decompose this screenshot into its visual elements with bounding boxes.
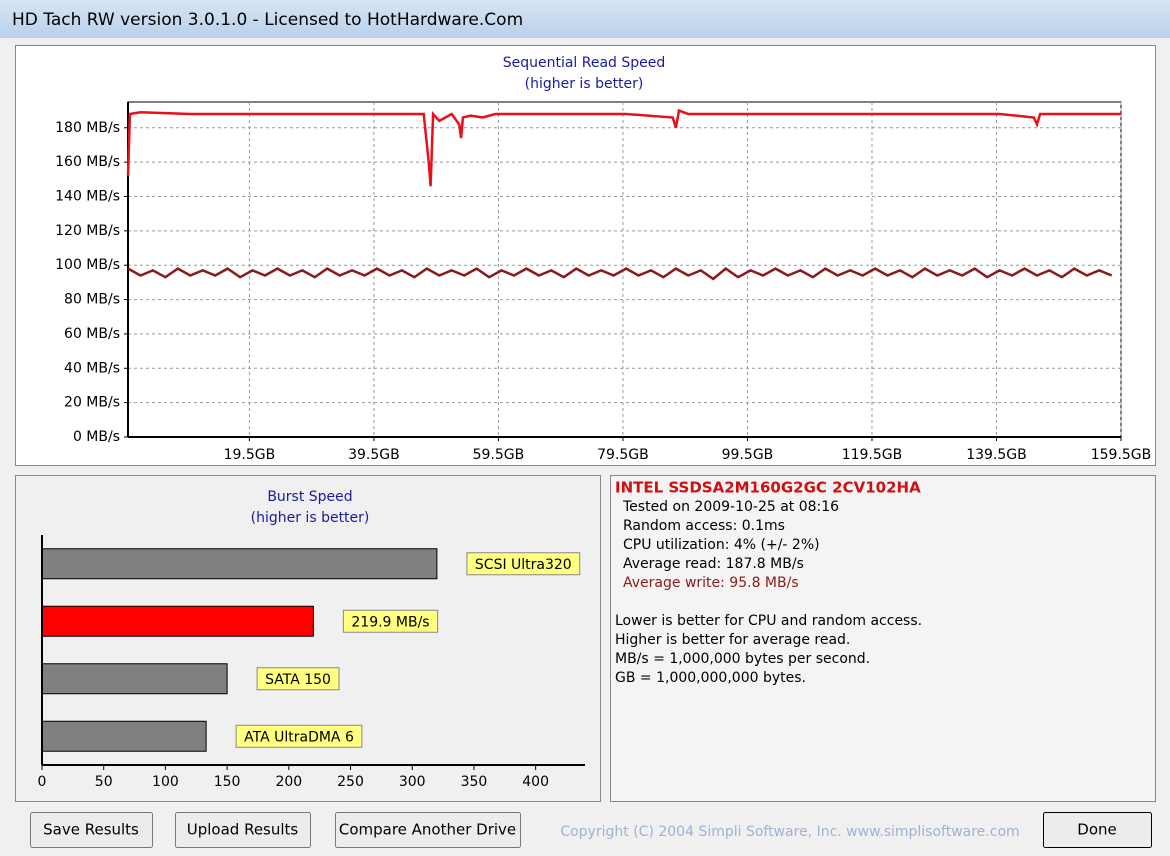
chart-title: Burst Speed <box>267 489 352 505</box>
info-detail: Average write: 95.8 MB/s <box>623 575 799 591</box>
button-face <box>1043 812 1152 848</box>
x-tick-label: 139.5GB <box>966 447 1027 463</box>
window-title: HD Tach RW version 3.0.1.0 - Licensed to… <box>12 10 523 30</box>
y-tick-label: 80 MB/s <box>64 292 120 308</box>
bar-label-box <box>466 552 581 576</box>
x-tick-label: 100 <box>152 774 179 790</box>
x-tick-label: 79.5GB <box>597 447 649 463</box>
button[interactable]: Save Results <box>30 812 153 848</box>
x-tick-label: 400 <box>522 774 549 790</box>
bar <box>41 663 228 695</box>
button[interactable]: Upload Results <box>175 812 311 848</box>
bar <box>41 605 314 637</box>
info-note: GB = 1,000,000,000 bytes. <box>615 670 806 686</box>
y-tick-label: 180 MB/s <box>55 120 120 136</box>
copyright: Copyright (C) 2004 Simpli Software, Inc.… <box>560 824 1019 840</box>
bar-label-box <box>235 724 363 748</box>
bar <box>41 720 207 752</box>
drive-name: INTEL SSDSA2M160G2GC 2CV102HA <box>615 479 921 497</box>
x-tick-label: 99.5GB <box>722 447 774 463</box>
x-tick-label: 19.5GB <box>224 447 276 463</box>
button[interactable]: Compare Another Drive <box>335 812 521 848</box>
bar-label: 219.9 MB/s <box>351 614 429 630</box>
y-tick-label: 120 MB/s <box>55 223 120 239</box>
y-tick-label: 140 MB/s <box>55 188 120 204</box>
series-line <box>127 267 1113 281</box>
y-tick-label: 100 MB/s <box>55 257 120 273</box>
x-tick-label: 150 <box>214 774 241 790</box>
info-detail: Average read: 187.8 MB/s <box>623 556 804 572</box>
y-tick-label: 160 MB/s <box>55 154 120 170</box>
x-tick-label: 350 <box>461 774 488 790</box>
x-tick-label: 300 <box>399 774 426 790</box>
x-tick-label: 0 <box>38 774 47 790</box>
bar-label: ATA UltraDMA 6 <box>244 729 354 745</box>
title-bar <box>0 0 1170 38</box>
button-label[interactable]: Save Results <box>43 821 139 839</box>
button-label[interactable]: Upload Results <box>187 821 299 839</box>
x-tick-label: 200 <box>275 774 302 790</box>
button-label[interactable]: Done <box>1077 821 1116 839</box>
x-tick-label: 50 <box>95 774 113 790</box>
info-note: MB/s = 1,000,000 bytes per second. <box>615 651 870 667</box>
bar-label: SATA 150 <box>265 672 331 688</box>
series-line <box>126 108 1121 187</box>
x-tick-label: 159.5GB <box>1091 447 1152 463</box>
x-tick-label: 39.5GB <box>348 447 400 463</box>
chart-subtitle: (higher is better) <box>525 76 644 92</box>
x-tick-label: 250 <box>337 774 364 790</box>
y-tick-label: 60 MB/s <box>64 326 120 342</box>
info-panel <box>610 475 1156 802</box>
button-face <box>335 812 521 848</box>
y-tick-label: 40 MB/s <box>64 360 120 376</box>
button[interactable]: Done <box>1043 812 1152 848</box>
info-note: Higher is better for average read. <box>615 632 850 648</box>
chart-title: Sequential Read Speed <box>503 55 666 71</box>
info-detail: Tested on 2009-10-25 at 08:16 <box>622 499 839 515</box>
button-face <box>30 812 153 848</box>
x-tick-label: 59.5GB <box>473 447 525 463</box>
info-detail: CPU utilization: 4% (+/- 2%) <box>623 537 820 553</box>
info-note: Lower is better for CPU and random acces… <box>615 613 922 629</box>
bar-label: SCSI Ultra320 <box>475 557 572 573</box>
bar-label-box <box>256 667 340 691</box>
y-tick-label: 20 MB/s <box>64 395 120 411</box>
bar-label-box <box>342 609 439 633</box>
chart-subtitle: (higher is better) <box>251 510 370 526</box>
x-tick-label: 119.5GB <box>842 447 903 463</box>
button-label[interactable]: Compare Another Drive <box>339 821 516 839</box>
info-detail: Random access: 0.1ms <box>623 518 785 534</box>
button-face <box>175 812 311 848</box>
bar <box>41 548 438 580</box>
y-tick-label: 0 MB/s <box>73 429 120 445</box>
